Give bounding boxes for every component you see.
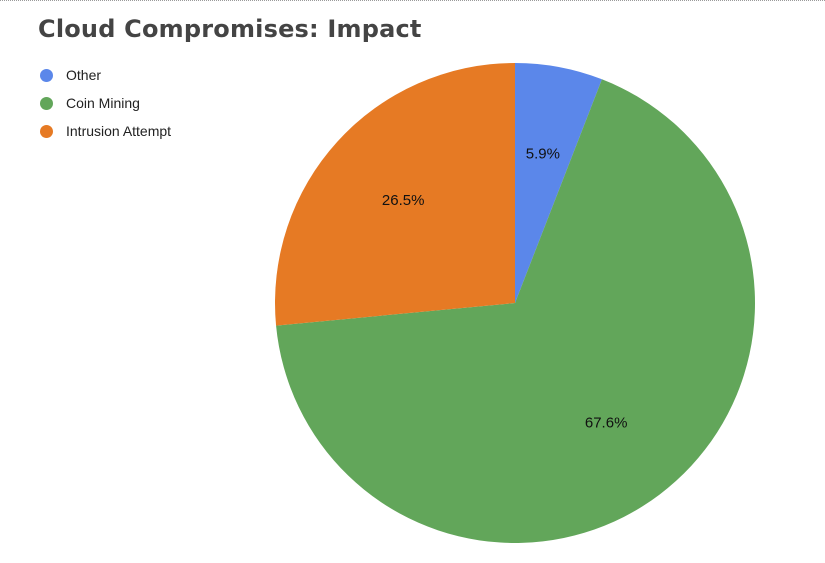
data-label-other: 5.9%: [526, 145, 560, 162]
pie-slice-intrusion-attempt: [275, 63, 515, 326]
data-label-intrusion-attempt: 26.5%: [382, 192, 425, 209]
legend-swatch-coin-mining: [40, 96, 53, 110]
chart-legend: Other Coin Mining Intrusion Attempt: [40, 61, 171, 145]
legend-item-coin-mining: Coin Mining: [40, 89, 171, 117]
data-label-coin-mining: 67.6%: [585, 415, 628, 432]
pie-slice-coin-mining: [276, 79, 756, 544]
pie-slice-other: [515, 63, 602, 303]
legend-item-other: Other: [40, 61, 171, 89]
legend-item-intrusion-attempt: Intrusion Attempt: [40, 117, 171, 145]
legend-swatch-other: [40, 68, 53, 82]
legend-label-coin-mining: Coin Mining: [66, 95, 140, 111]
legend-label-intrusion-attempt: Intrusion Attempt: [66, 123, 172, 139]
legend-swatch-intrusion-attempt: [40, 124, 53, 138]
chart-title: Cloud Compromises: Impact: [38, 15, 422, 43]
legend-label-other: Other: [66, 67, 102, 83]
